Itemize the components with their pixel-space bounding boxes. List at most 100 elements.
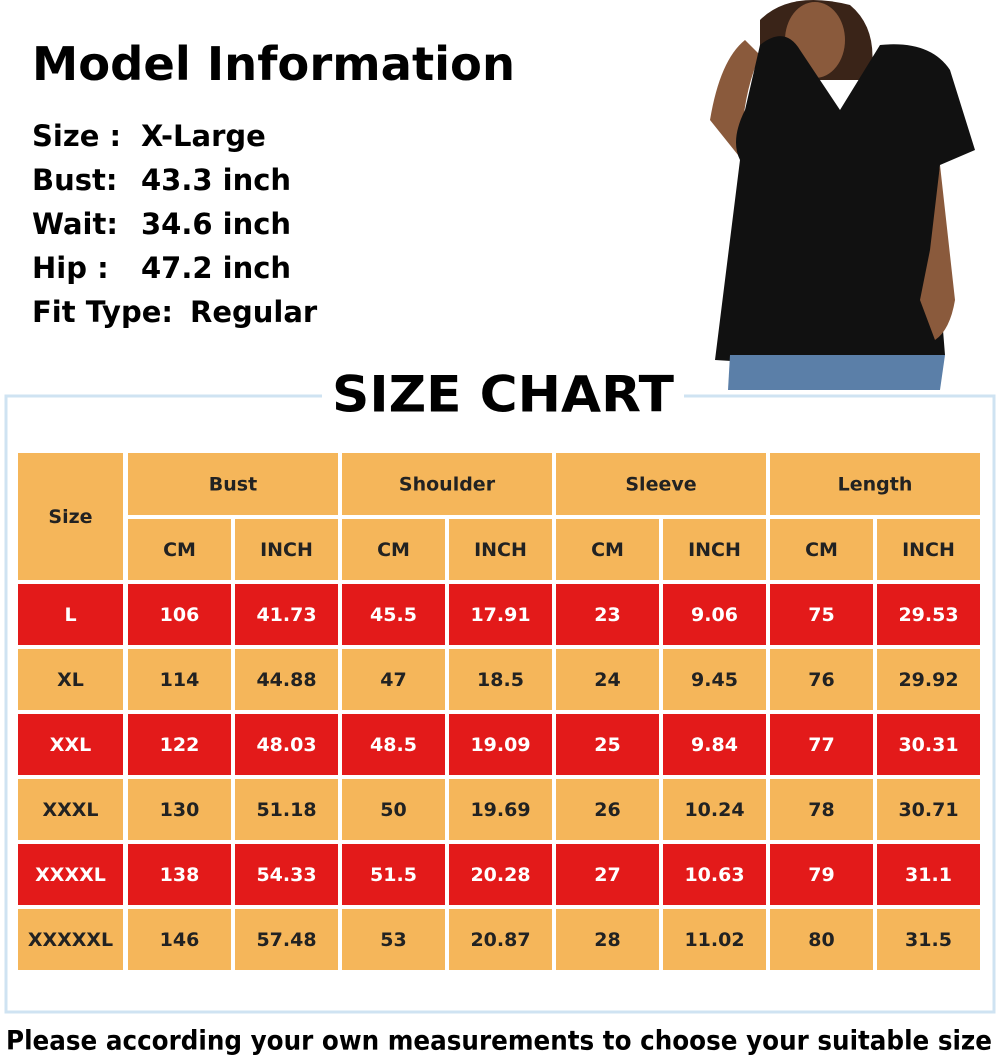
value-cell: 10.63	[684, 864, 744, 886]
value-cell: 25	[594, 734, 620, 756]
value-cell: 20.87	[470, 929, 530, 951]
value-cell: 51.18	[256, 799, 316, 821]
value-cell: 50	[380, 799, 406, 821]
value-cell-bg	[449, 714, 552, 775]
value-cell: 138	[160, 864, 200, 886]
value-cell-bg	[556, 779, 659, 840]
value-cell-bg	[128, 779, 231, 840]
value-cell-bg	[342, 584, 445, 645]
value-cell-bg	[663, 909, 766, 970]
header-unit-bg	[770, 519, 873, 580]
chart-title: SIZE CHART	[332, 366, 674, 424]
size-table: Size Bust Shoulder Sleeve Length CM INCH CM INCH…	[18, 453, 980, 970]
model-info: Size : X-Large Bust: 43.3 inch Wait: 34.6 inc…	[32, 119, 318, 329]
value-cell-bg	[663, 584, 766, 645]
model-photo	[710, 0, 975, 390]
value-cell-bg	[128, 909, 231, 970]
header-unit: CM	[163, 539, 196, 561]
value-cell: 130	[160, 799, 200, 821]
value-cell-bg	[342, 909, 445, 970]
value-cell: 75	[808, 604, 834, 626]
info-value: 47.2 inch	[141, 251, 291, 285]
value-cell-bg	[663, 844, 766, 905]
header-unit-bg	[449, 519, 552, 580]
value-cell: 31.1	[905, 864, 952, 886]
value-cell: 17.91	[470, 604, 530, 626]
value-cell-bg	[556, 844, 659, 905]
value-cell-bg	[556, 909, 659, 970]
header-unit-bg	[663, 519, 766, 580]
value-cell-bg	[663, 714, 766, 775]
size-cell-bg	[18, 584, 123, 645]
value-cell: 23	[594, 604, 620, 626]
value-cell-bg	[449, 779, 552, 840]
value-cell: 106	[160, 604, 200, 626]
value-cell-bg	[449, 909, 552, 970]
info-value: Regular	[190, 295, 318, 329]
title-backdrop	[322, 372, 684, 422]
size-cell: XXL	[50, 734, 91, 756]
header-unit: CM	[805, 539, 838, 561]
header-unit: INCH	[260, 539, 313, 561]
value-cell-bg	[235, 714, 338, 775]
value-cell: 27	[594, 864, 620, 886]
value-cell-bg	[342, 714, 445, 775]
value-cell-bg	[770, 779, 873, 840]
value-cell-bg	[556, 584, 659, 645]
value-cell-bg	[663, 779, 766, 840]
value-cell: 78	[808, 799, 834, 821]
value-cell: 9.06	[691, 604, 738, 626]
value-cell: 48.03	[256, 734, 316, 756]
value-cell: 29.53	[898, 604, 958, 626]
value-cell-bg	[342, 779, 445, 840]
header-unit: CM	[591, 539, 624, 561]
value-cell-bg	[770, 714, 873, 775]
value-cell-bg	[449, 844, 552, 905]
value-cell-bg	[877, 909, 980, 970]
value-cell-bg	[770, 649, 873, 710]
value-cell-bg	[877, 844, 980, 905]
value-cell: 31.5	[905, 929, 952, 951]
size-cell: XXXL	[42, 799, 98, 821]
value-cell: 51.5	[370, 864, 417, 886]
value-cell-bg	[235, 584, 338, 645]
header-group: Length	[838, 474, 913, 496]
value-cell-bg	[128, 584, 231, 645]
header-unit-bg	[342, 519, 445, 580]
value-cell: 19.69	[470, 799, 530, 821]
value-cell-bg	[128, 714, 231, 775]
value-cell: 53	[380, 929, 406, 951]
value-cell-bg	[556, 714, 659, 775]
header-group-bg	[556, 453, 766, 515]
value-cell-bg	[770, 584, 873, 645]
value-cell-bg	[770, 844, 873, 905]
value-cell-bg	[877, 584, 980, 645]
value-cell: 18.5	[477, 669, 524, 691]
value-cell-bg	[449, 584, 552, 645]
size-cell-bg	[18, 844, 123, 905]
value-cell: 30.31	[898, 734, 958, 756]
header-size: Size	[48, 506, 92, 528]
value-cell: 29.92	[898, 669, 958, 691]
value-cell: 19.09	[470, 734, 530, 756]
value-cell-bg	[877, 779, 980, 840]
value-cell-bg	[877, 649, 980, 710]
info-value: X-Large	[141, 119, 266, 153]
value-cell: 44.88	[256, 669, 316, 691]
value-cell: 30.71	[898, 799, 958, 821]
value-cell: 114	[160, 669, 200, 691]
value-cell: 9.45	[691, 669, 738, 691]
size-cell: XXXXXL	[28, 929, 113, 951]
header-unit: INCH	[688, 539, 741, 561]
value-cell: 79	[808, 864, 834, 886]
value-cell: 54.33	[256, 864, 316, 886]
value-cell-bg	[128, 649, 231, 710]
header-unit: INCH	[902, 539, 955, 561]
value-cell: 45.5	[370, 604, 417, 626]
size-cell: XXXXL	[35, 864, 106, 886]
value-cell-bg	[877, 714, 980, 775]
size-cell-bg	[18, 649, 123, 710]
header-group: Bust	[209, 474, 257, 496]
info-label: Fit Type:	[32, 295, 173, 329]
header-unit-bg	[877, 519, 980, 580]
